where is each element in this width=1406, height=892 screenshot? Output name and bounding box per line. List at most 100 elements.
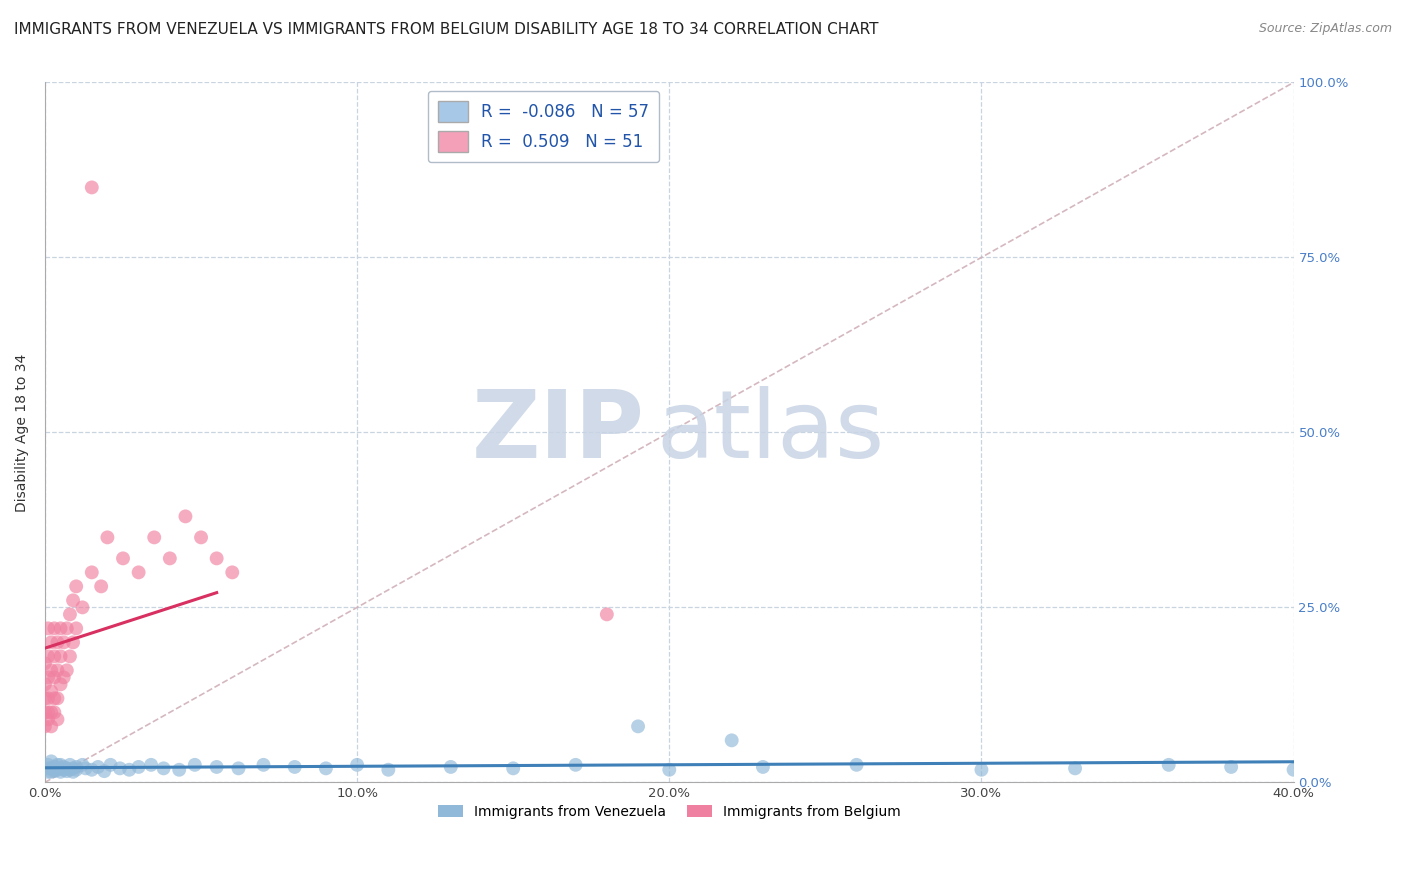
Point [49, 761, 72, 775]
Point [37, 757, 59, 772]
Point [62, 593, 84, 607]
Point [44, 763, 66, 777]
Point [440, 760, 463, 774]
Point [52, 670, 75, 684]
Point [46, 635, 69, 649]
Point [205, 551, 228, 566]
Point [139, 757, 162, 772]
Point [752, 760, 775, 774]
Point [143, 530, 166, 544]
Point [118, 763, 141, 777]
Point [44, 764, 66, 779]
Point [39, 719, 62, 733]
Point [315, 761, 337, 775]
Point [80, 566, 103, 580]
Point [37, 649, 59, 664]
Point [346, 757, 368, 772]
Point [59, 763, 82, 777]
Point [252, 757, 274, 772]
Point [44, 649, 66, 664]
Point [100, 757, 122, 772]
Point [49, 649, 72, 664]
Point [377, 763, 399, 777]
Point [75, 761, 97, 775]
Point [44, 621, 66, 635]
Point [502, 761, 524, 775]
Point [49, 757, 72, 772]
Point [56, 664, 79, 678]
Point [1282, 763, 1305, 777]
Point [56, 621, 79, 635]
Point [37, 621, 59, 635]
Point [34, 706, 56, 720]
Point [39, 664, 62, 678]
Point [845, 757, 868, 772]
Point [72, 757, 94, 772]
Point [37, 691, 59, 706]
Point [46, 763, 69, 777]
Point [44, 760, 66, 774]
Point [80, 763, 103, 777]
Point [52, 763, 75, 777]
Point [62, 764, 84, 779]
Point [39, 706, 62, 720]
Point [1064, 761, 1087, 775]
Point [56, 761, 79, 775]
Point [564, 757, 586, 772]
Point [65, 579, 87, 593]
Point [34, 691, 56, 706]
Point [34, 657, 56, 671]
Point [62, 761, 84, 775]
Point [37, 712, 59, 726]
Y-axis label: Disability Age 18 to 34: Disability Age 18 to 34 [15, 353, 30, 511]
Point [46, 757, 69, 772]
Text: IMMIGRANTS FROM VENEZUELA VS IMMIGRANTS FROM BELGIUM DISABILITY AGE 18 TO 34 COR: IMMIGRANTS FROM VENEZUELA VS IMMIGRANTS … [14, 22, 879, 37]
Point [65, 621, 87, 635]
Point [37, 764, 59, 779]
Point [59, 607, 82, 622]
Point [596, 607, 619, 622]
Point [65, 760, 87, 774]
Point [37, 761, 59, 775]
Point [46, 691, 69, 706]
Point [221, 566, 243, 580]
Point [128, 760, 150, 774]
Point [190, 530, 212, 544]
Point [159, 551, 181, 566]
Point [111, 551, 134, 566]
Point [205, 760, 228, 774]
Point [90, 579, 112, 593]
Point [627, 719, 650, 733]
Point [39, 635, 62, 649]
Point [44, 670, 66, 684]
Text: Source: ZipAtlas.com: Source: ZipAtlas.com [1258, 22, 1392, 36]
Point [80, 180, 103, 194]
Point [658, 763, 681, 777]
Point [37, 670, 59, 684]
Point [52, 635, 75, 649]
Point [52, 760, 75, 774]
Point [46, 664, 69, 678]
Point [152, 761, 174, 775]
Point [44, 691, 66, 706]
Point [49, 764, 72, 779]
Point [59, 649, 82, 664]
Point [87, 760, 110, 774]
Point [284, 760, 307, 774]
Point [56, 764, 79, 779]
Point [72, 600, 94, 615]
Point [62, 635, 84, 649]
Point [37, 706, 59, 720]
Point [108, 761, 131, 775]
Point [167, 763, 190, 777]
Point [49, 677, 72, 691]
Point [93, 764, 115, 779]
Text: atlas: atlas [657, 386, 884, 478]
Point [39, 764, 62, 779]
Point [970, 763, 993, 777]
Text: ZIP: ZIP [471, 386, 644, 478]
Point [34, 719, 56, 733]
Point [44, 706, 66, 720]
Point [39, 684, 62, 698]
Point [65, 763, 87, 777]
